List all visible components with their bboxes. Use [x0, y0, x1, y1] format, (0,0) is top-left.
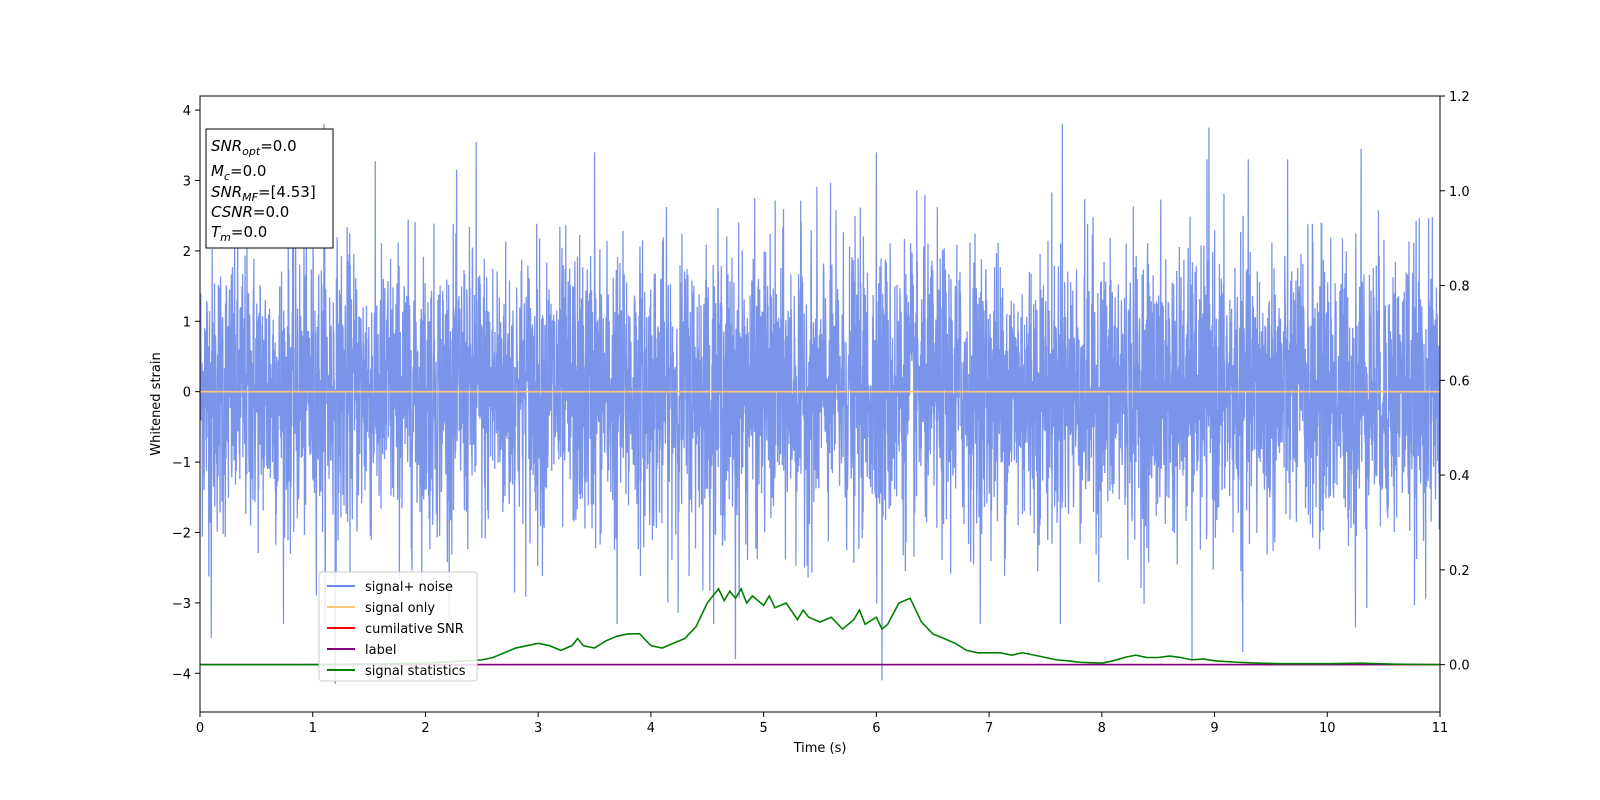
y2-tick-label: 0.6 — [1449, 374, 1470, 389]
signal-noise-line — [200, 124, 1440, 684]
x-tick-label: 9 — [1210, 721, 1218, 736]
info-line: SNRMF=[4.53] — [211, 183, 316, 204]
y2-tick-label: 0.2 — [1449, 564, 1470, 579]
legend-entry-label: signal+ noise — [365, 580, 453, 595]
x-tick-label: 5 — [759, 721, 767, 736]
info-line: CSNR=0.0 — [211, 203, 289, 221]
legend-entry-label: label — [365, 643, 396, 658]
x-axis-label: Time (s) — [793, 741, 847, 756]
x-tick-label: 10 — [1319, 721, 1336, 736]
legend-frame — [318, 571, 478, 682]
y-tick-label: 0 — [183, 386, 191, 401]
x-tick-label: 6 — [872, 721, 880, 736]
x-tick-label: 8 — [1098, 721, 1106, 736]
y-tick-label: −3 — [172, 597, 191, 612]
y2-tick-label: 0.0 — [1449, 659, 1470, 674]
x-tick-label: 3 — [534, 721, 542, 736]
info-line: Mc=0.0 — [211, 162, 266, 183]
signal-statistics-line — [200, 586, 1440, 666]
x-tick-label: 2 — [421, 721, 429, 736]
legend: signal+ noise signal only cumilative SNR la… — [318, 571, 478, 682]
axes-frame — [199, 95, 1441, 713]
info-box-frame — [205, 128, 334, 249]
y-tick-label: −4 — [172, 667, 191, 682]
y2-tick-label: 0.8 — [1449, 280, 1470, 295]
y-tick-label: 3 — [183, 174, 191, 189]
x-tick-label: 7 — [985, 721, 993, 736]
x-tick-label: 4 — [647, 721, 655, 736]
info-line: SNRopt=0.0 — [211, 137, 297, 158]
y-tick-label: 4 — [183, 104, 191, 119]
y-axis-label: Whitened strain — [149, 352, 164, 455]
x-axis: 0 1 2 3 4 5 6 7 8 9 10 11 — [196, 712, 1448, 736]
y-tick-label: −2 — [172, 526, 191, 541]
legend-entry-label: cumilative SNR — [365, 622, 464, 637]
signal-noise-series — [200, 124, 1440, 684]
y-tick-label: −1 — [172, 456, 191, 471]
x-tick-label: 11 — [1432, 721, 1449, 736]
y2-tick-label: 1.2 — [1449, 90, 1470, 105]
info-line: Tm=0.0 — [211, 223, 267, 244]
y-axis-right: 0.0 0.2 0.4 0.6 0.8 1.0 1.2 — [1440, 90, 1470, 674]
y2-tick-label: 1.0 — [1449, 185, 1470, 200]
x-tick-label: 0 — [196, 721, 204, 736]
y2-tick-label: 0.4 — [1449, 469, 1470, 484]
legend-entry-label: signal statistics — [365, 664, 466, 679]
y-tick-label: 1 — [183, 315, 191, 330]
y-tick-label: 2 — [183, 245, 191, 260]
y-axis-left: −4 −3 −2 −1 0 1 2 3 4 — [172, 104, 200, 682]
x-tick-label: 1 — [309, 721, 317, 736]
legend-entry-label: signal only — [365, 601, 435, 616]
